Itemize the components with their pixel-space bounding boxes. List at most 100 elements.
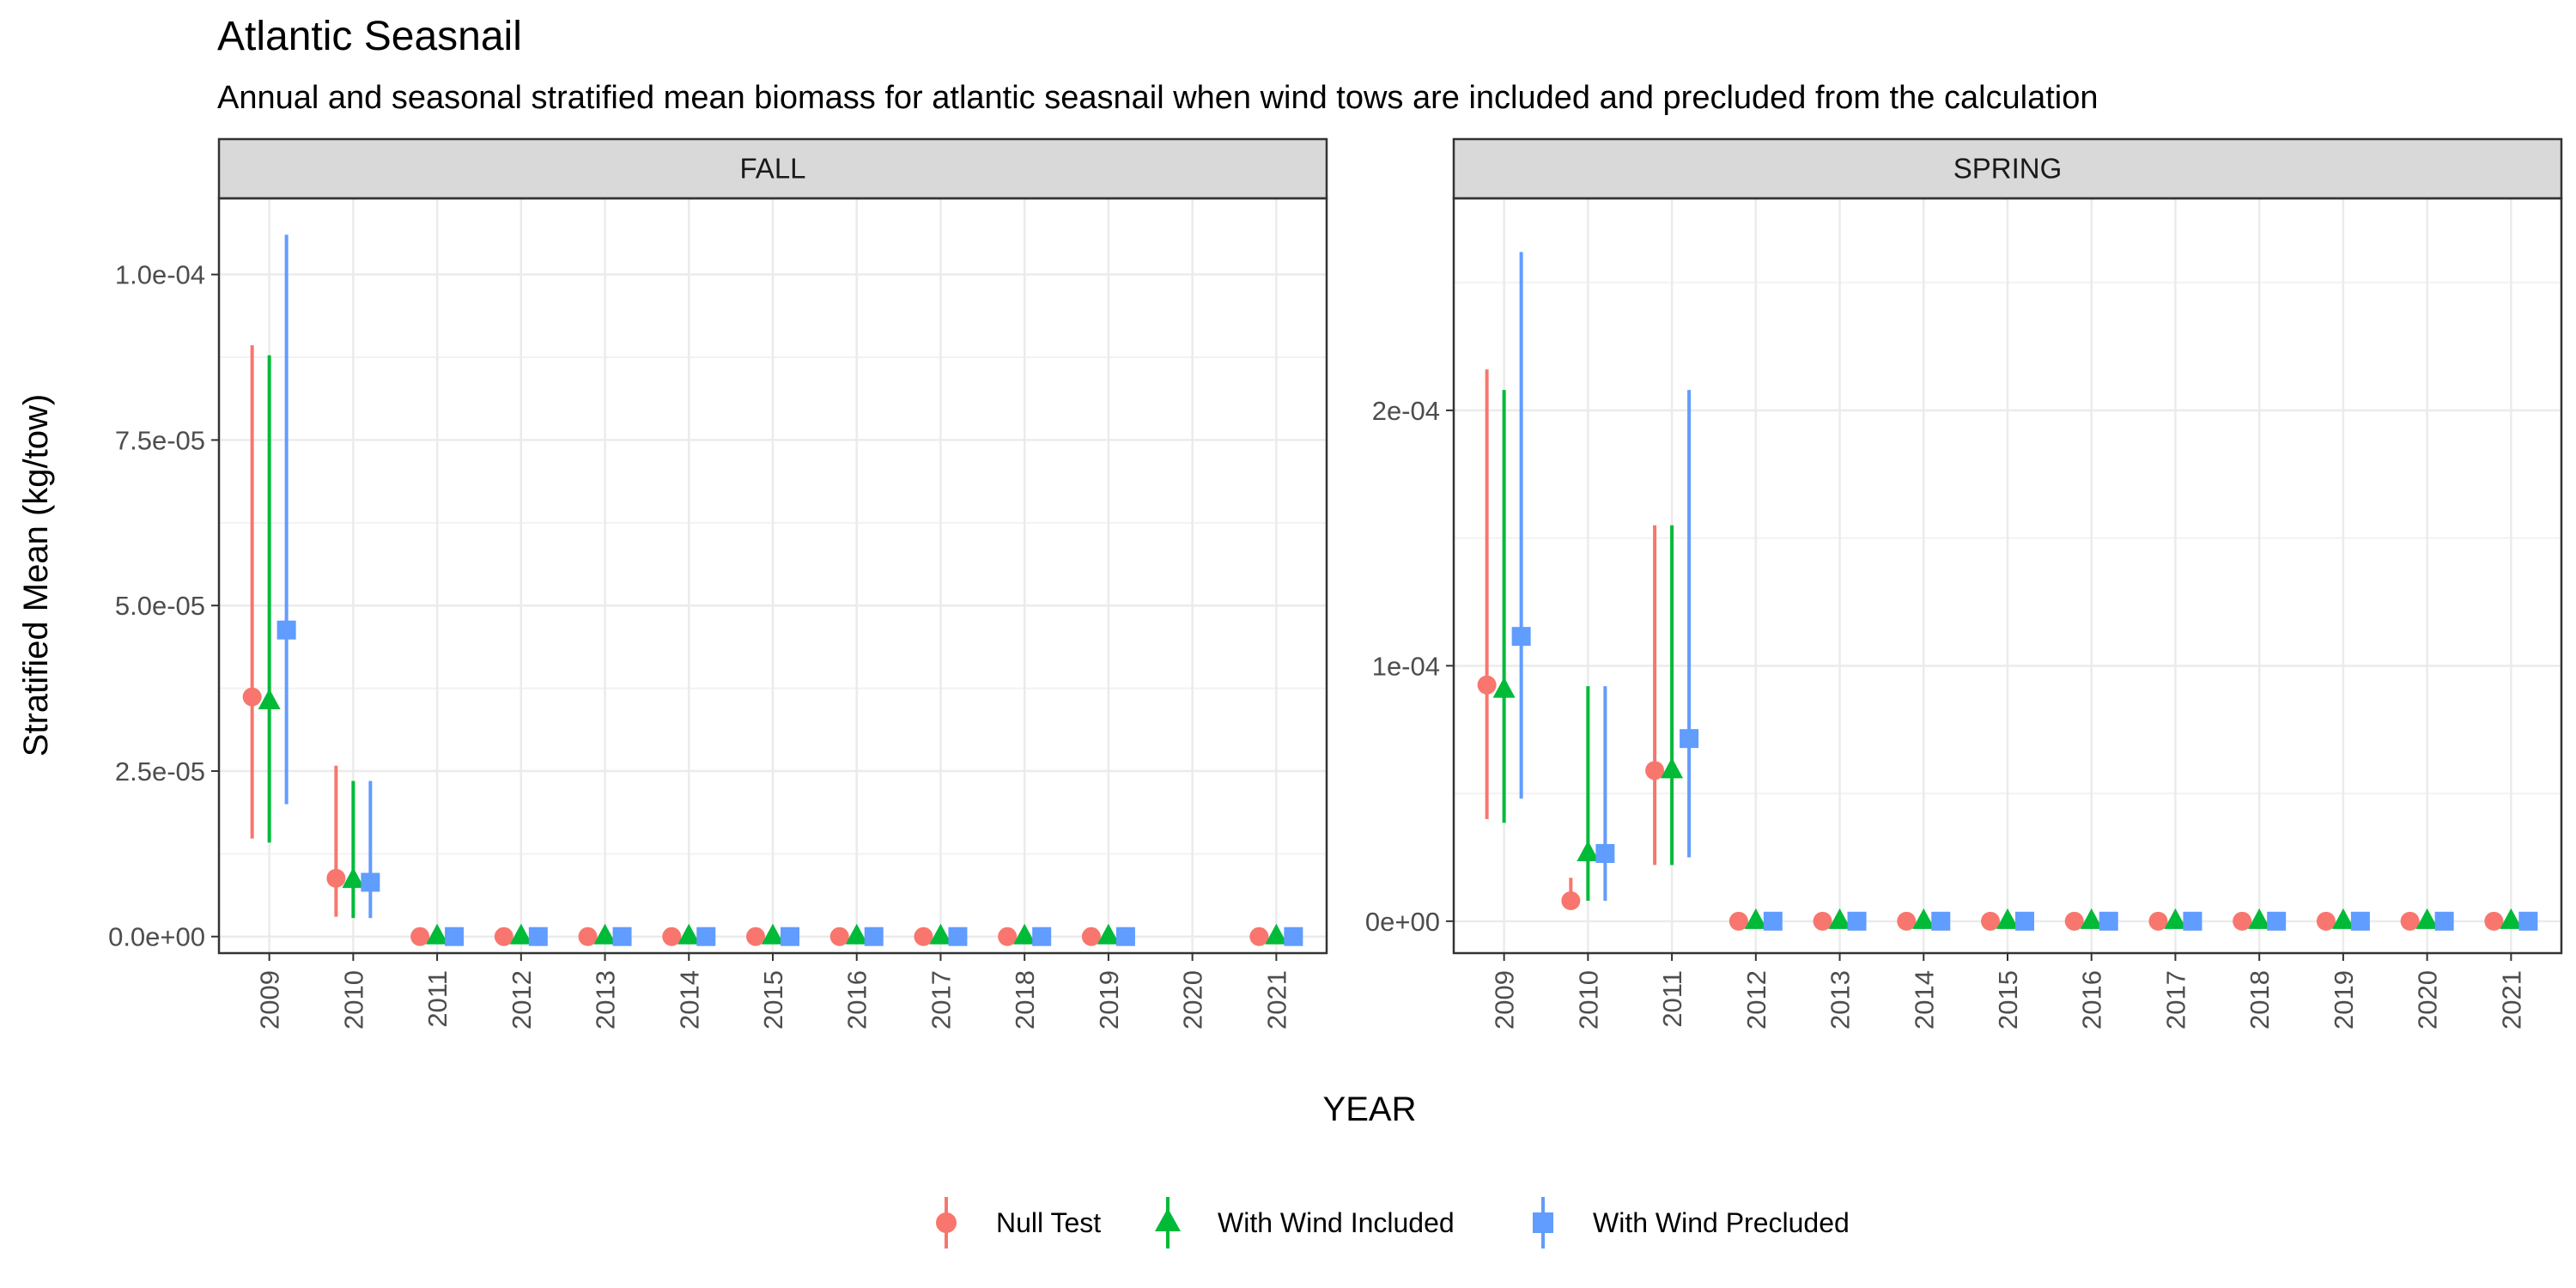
data-point: [2500, 908, 2523, 929]
facet-panel-fall: 0.0e+00 2.5e-05 5.0e-05 7.5e-05 1.0e-04 2009 2…: [108, 137, 1328, 1030]
x-tick-label: 2020: [2413, 970, 2443, 1030]
x-tick-label: 2010: [338, 970, 368, 1030]
x-tick-label: 2018: [2245, 970, 2275, 1030]
x-tick-label: 2015: [1993, 970, 2023, 1030]
panel-border: [1452, 197, 2563, 955]
data-point: [326, 868, 346, 888]
series-with-wind-precluded: [1511, 252, 2538, 931]
data-point: [662, 927, 682, 946]
x-tick-label: 2011: [422, 970, 453, 1028]
legend-item-with-wind-precluded: With Wind Precluded: [1533, 1197, 1850, 1249]
data-point: [1013, 923, 1036, 945]
legend-item-with-wind-included: With Wind Included: [1155, 1197, 1455, 1249]
data-point: [1931, 911, 1951, 931]
x-tick-label: 2010: [1573, 970, 1603, 1030]
series-null-test: [1477, 369, 2504, 931]
y-tick-label: 5.0e-05: [115, 591, 205, 621]
panel-border: [217, 197, 1328, 955]
y-tick-label: 0.0e+00: [108, 922, 205, 952]
data-point: [864, 927, 884, 946]
series-with-wind-included: [1492, 390, 2523, 929]
data-point: [2148, 911, 2168, 931]
data-point: [2080, 908, 2103, 929]
data-point: [2350, 911, 2370, 931]
x-tick-label: 2018: [1010, 970, 1040, 1030]
data-point: [1763, 911, 1783, 931]
data-point: [1744, 908, 1767, 929]
data-point: [426, 923, 449, 945]
data-point: [2400, 911, 2420, 931]
data-point: [1996, 908, 2019, 929]
facet-strip: [1452, 137, 2563, 200]
x-tick-label: 2021: [1261, 970, 1291, 1030]
x-tick-label: 2009: [255, 970, 285, 1030]
data-point: [2183, 911, 2202, 931]
x-tick-label: 2014: [1909, 970, 1939, 1030]
legend-key-circle: [936, 1212, 957, 1233]
data-point: [762, 923, 784, 945]
data-point: [746, 927, 765, 946]
y-tick-label: 2.5e-05: [115, 756, 205, 787]
series-null-test: [242, 345, 1269, 946]
data-point: [2267, 911, 2287, 931]
data-point: [1847, 911, 1867, 931]
data-point: [696, 927, 716, 946]
data-point: [2248, 908, 2271, 929]
data-point: [1284, 927, 1303, 946]
data-point: [1265, 923, 1288, 945]
x-tick-label: 2021: [2496, 970, 2526, 1030]
data-point: [2331, 908, 2354, 929]
x-tick-label: 2020: [1178, 970, 1208, 1030]
x-tick-label: 2017: [2160, 970, 2190, 1030]
y-tick-label: 1.0e-04: [115, 260, 205, 290]
data-point: [2484, 911, 2504, 931]
x-tick-label: 2012: [1741, 970, 1771, 1030]
data-point: [1477, 675, 1497, 695]
data-point: [1097, 923, 1120, 945]
legend-label: With Wind Precluded: [1593, 1207, 1850, 1238]
data-point: [1680, 729, 1699, 749]
data-point: [410, 927, 430, 946]
legend-item-null-test: Null Test: [936, 1197, 1101, 1249]
data-point: [528, 927, 548, 946]
data-point: [1577, 840, 1600, 861]
data-point: [2164, 908, 2187, 929]
data-point: [276, 620, 296, 640]
data-point: [1828, 908, 1851, 929]
data-point: [612, 927, 632, 946]
data-point: [445, 927, 465, 946]
data-point: [1813, 911, 1832, 931]
data-point: [1897, 911, 1917, 931]
x-tick-label: 2011: [1657, 970, 1687, 1028]
data-point: [1492, 677, 1516, 698]
data-point: [929, 923, 952, 945]
facet-panel-spring: 0e+00 1e-04 2e-04 2009 2010 2011 2012 2013 2014 2…: [1365, 137, 2563, 1030]
data-point: [2434, 911, 2454, 931]
x-axis-title: YEAR: [1323, 1091, 1417, 1128]
facet-strip-label: SPRING: [1953, 153, 2063, 185]
data-point: [2064, 911, 2084, 931]
y-axis-title: Stratified Mean (kg/tow): [17, 394, 55, 756]
data-point: [845, 923, 868, 945]
data-point: [998, 927, 1018, 946]
data-point: [361, 872, 380, 892]
facet-strip-label: FALL: [739, 153, 805, 185]
x-tick-label: 2017: [926, 970, 956, 1030]
legend-label: With Wind Included: [1218, 1207, 1455, 1238]
data-point: [948, 927, 968, 946]
x-tick-label: 2012: [507, 970, 537, 1030]
legend-key-square: [1533, 1212, 1553, 1233]
data-point: [1032, 927, 1052, 946]
data-point: [1912, 908, 1935, 929]
x-tick-label: 2016: [842, 970, 872, 1030]
data-point: [342, 867, 365, 889]
facet-strip: [217, 137, 1328, 200]
series-with-wind-included: [258, 355, 1288, 945]
x-tick-label: 2019: [2329, 970, 2359, 1030]
data-point: [829, 927, 849, 946]
facet-panels: 0.0e+00 2.5e-05 5.0e-05 7.5e-05 1.0e-04 2009 2…: [108, 137, 2563, 1030]
x-tick-label: 2019: [1094, 970, 1124, 1030]
data-point: [1249, 927, 1269, 946]
x-tick-label: 2014: [674, 970, 704, 1030]
